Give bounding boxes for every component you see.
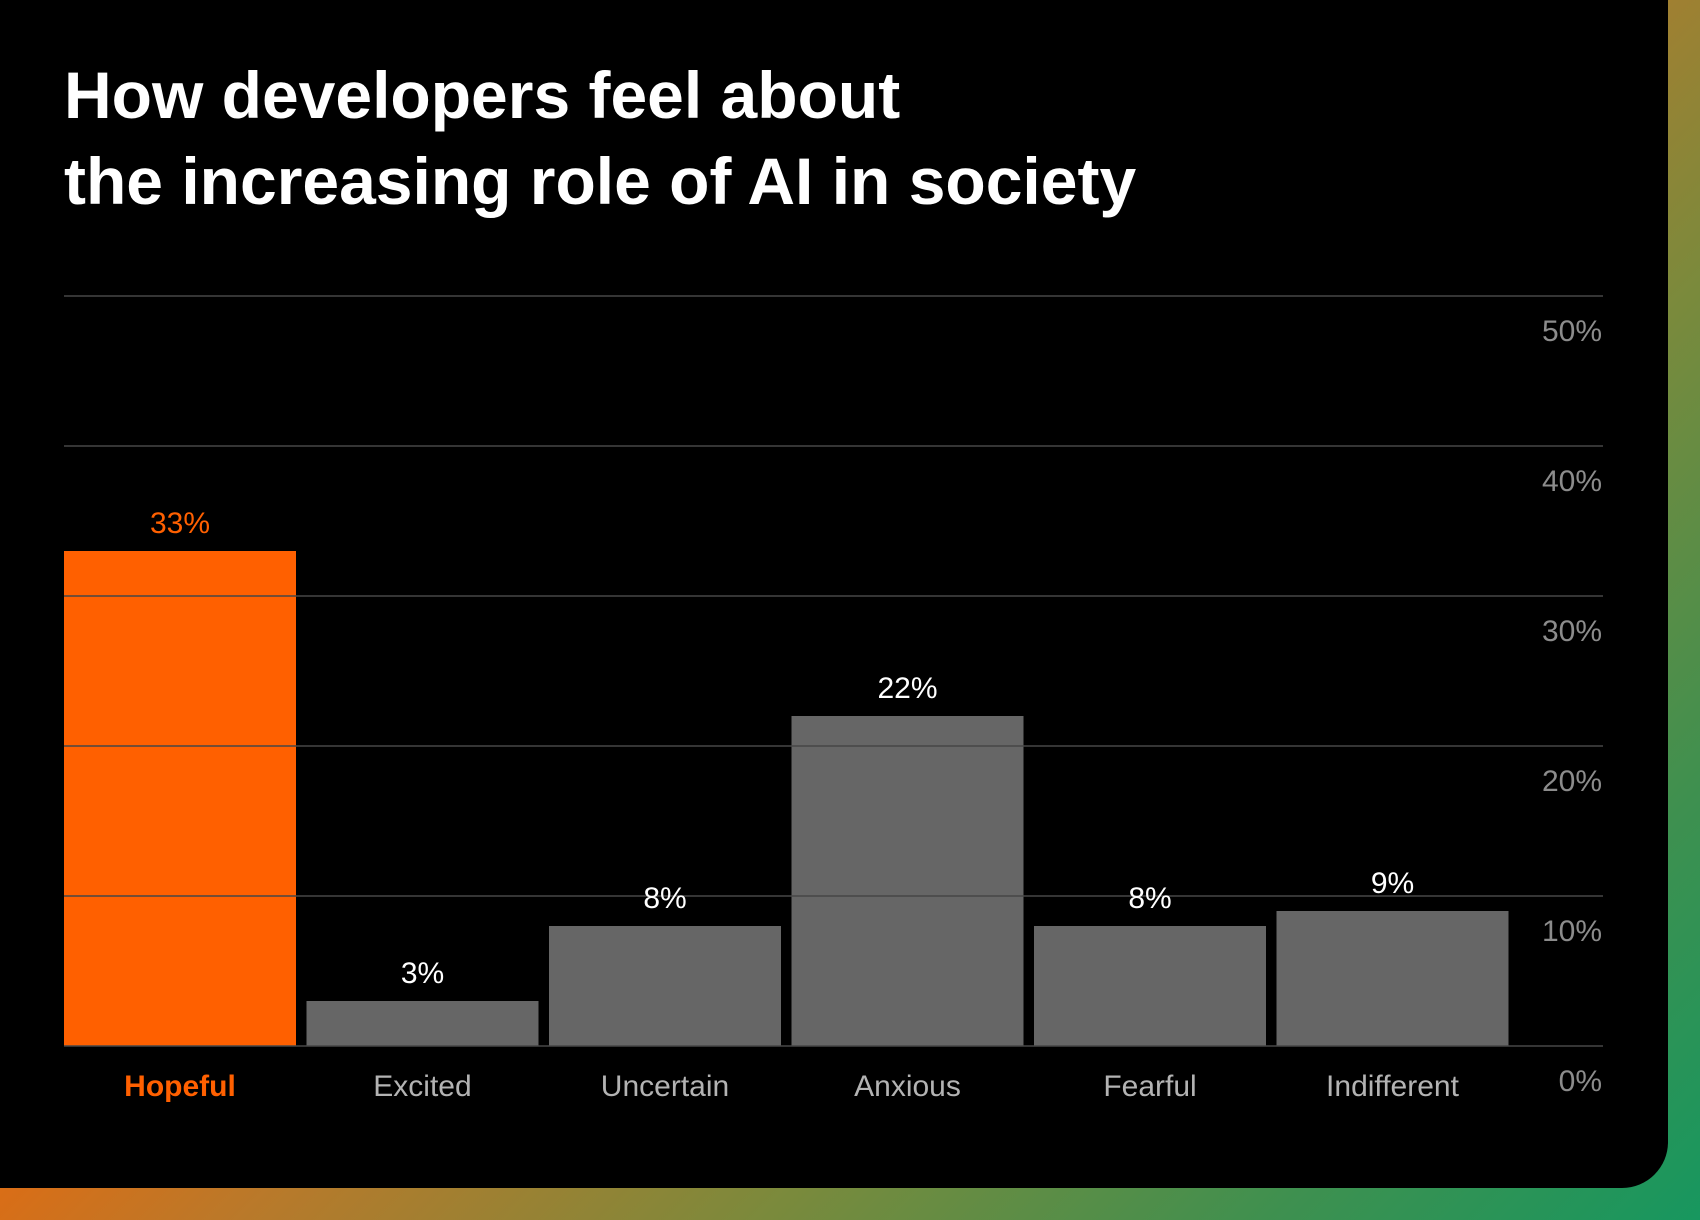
bar-uncertain [549, 926, 781, 1046]
y-axis-tick-labels: 0% 10% 20% 30% 40% 50% [1542, 315, 1602, 1098]
category-label-hopeful: Hopeful [124, 1070, 236, 1103]
value-label-fearful: 8% [1128, 882, 1171, 915]
y-tick-label-0: 0% [1559, 1065, 1602, 1098]
y-tick-label-10: 10% [1542, 915, 1602, 948]
category-label-fearful: Fearful [1103, 1070, 1196, 1103]
y-tick-label-20: 20% [1542, 765, 1602, 798]
category-label-anxious: Anxious [854, 1070, 961, 1103]
x-axis-category-labels: Hopeful Excited Uncertain Anxious Fearful Ind… [124, 1070, 1459, 1103]
value-label-excited: 3% [401, 957, 444, 990]
value-label-anxious: 22% [877, 672, 937, 705]
value-label-hopeful: 33% [150, 507, 210, 540]
chart-title: How developers feel about the increasing… [64, 52, 1136, 224]
bar-fearful [1034, 926, 1266, 1046]
y-tick-label-50: 50% [1542, 315, 1602, 348]
category-label-uncertain: Uncertain [601, 1070, 729, 1103]
y-tick-label-30: 30% [1542, 615, 1602, 648]
bars-layer [64, 551, 1509, 1046]
bar-excited [306, 1001, 539, 1046]
category-label-indifferent: Indifferent [1326, 1070, 1460, 1103]
gridlines [64, 295, 1603, 1047]
chart-title-line-2: the increasing role of AI in society [64, 144, 1137, 218]
bar-anxious [791, 716, 1024, 1046]
y-tick-label-40: 40% [1542, 465, 1602, 498]
bar-hopeful [64, 551, 296, 1046]
value-labels: 33% 3% 8% 22% 8% 9% [150, 507, 1414, 990]
bar-indifferent [1276, 911, 1509, 1046]
category-label-excited: Excited [373, 1070, 471, 1103]
value-label-indifferent: 9% [1371, 867, 1414, 900]
chart-title-line-1: How developers feel about [64, 58, 901, 132]
value-label-uncertain: 8% [643, 882, 686, 915]
